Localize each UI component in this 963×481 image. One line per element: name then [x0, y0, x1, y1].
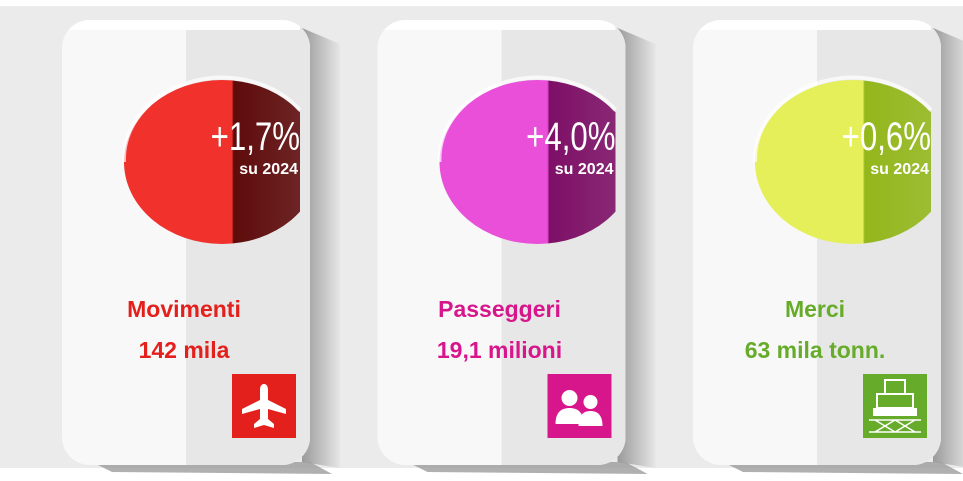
- card-shadow: [617, 28, 656, 468]
- change: +0,6%: [842, 114, 931, 159]
- change-wrap: +1,7%: [211, 114, 300, 159]
- value: 19,1 milioni: [437, 337, 562, 363]
- change-wrap: +4,0%: [526, 114, 615, 159]
- oval-edge: [615, 20, 626, 465]
- label: Passeggeri: [438, 296, 561, 322]
- card-shadow: [302, 28, 340, 468]
- oval-rim: [437, 75, 617, 163]
- plane-icon: [242, 384, 286, 428]
- person-icon: [583, 395, 598, 409]
- oval: [439, 80, 626, 244]
- icon-box: [863, 374, 927, 438]
- compare: su 2024: [870, 161, 929, 178]
- change-wrap: +0,6%: [842, 114, 931, 159]
- person-icon: [561, 390, 578, 406]
- oval-edge: [300, 20, 310, 465]
- card-top: [693, 20, 941, 30]
- card: +1,7% su 2024 Movimenti 142 mila: [62, 20, 340, 474]
- value: 142 mila: [139, 337, 230, 363]
- oval: [755, 80, 941, 244]
- card: +0,6% su 2024 Merci 63 mila tonn.: [693, 20, 963, 474]
- label: Movimenti: [127, 296, 241, 322]
- person-icon: [578, 411, 603, 426]
- change: +1,7%: [211, 114, 300, 159]
- card-body: [377, 20, 626, 465]
- label: Merci: [785, 296, 845, 322]
- icon: [863, 374, 927, 438]
- compare: su 2024: [239, 161, 298, 178]
- icon: [547, 374, 612, 438]
- compare: su 2024: [555, 161, 614, 178]
- cargo-icon: [869, 419, 921, 433]
- oval-rim: [752, 75, 933, 163]
- oval-edge: [931, 20, 941, 465]
- card-top: [62, 20, 310, 30]
- change: +4,0%: [526, 114, 615, 159]
- oval-rim: [121, 75, 302, 163]
- card-top: [377, 20, 626, 30]
- value: 63 mila tonn.: [745, 337, 886, 363]
- cargo-icon: [873, 408, 917, 416]
- icon-box: [547, 374, 612, 438]
- person-icon: [555, 408, 584, 424]
- card: +4,0% su 2024 Passeggeri 19,1 milioni: [377, 20, 656, 474]
- icon: [232, 374, 296, 438]
- oval: [124, 80, 310, 244]
